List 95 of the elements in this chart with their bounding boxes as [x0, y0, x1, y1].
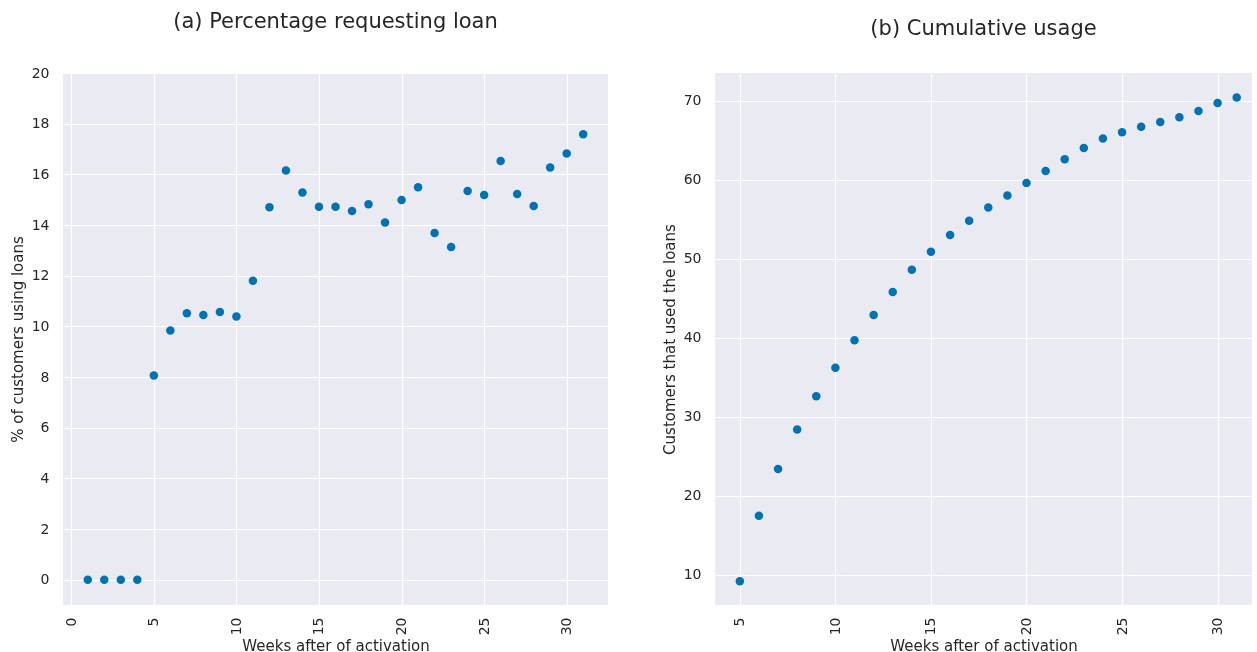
x-tick-label: 10 — [826, 617, 843, 636]
point — [199, 310, 208, 320]
y-tick-label: 14 — [31, 216, 50, 233]
point — [869, 310, 878, 320]
point — [1213, 98, 1222, 108]
y-tick-label: 20 — [683, 487, 702, 504]
point — [479, 190, 489, 200]
point — [812, 392, 821, 401]
x-tick-label: 25 — [475, 617, 492, 636]
x-axis-title: Weeks after of activation — [242, 637, 430, 652]
y-tick-label: 8 — [40, 368, 50, 385]
point — [347, 206, 357, 216]
point — [1060, 154, 1069, 164]
x-tick-label: 0 — [62, 617, 79, 627]
point — [281, 166, 291, 175]
point — [735, 577, 745, 586]
x-tick-label: 5 — [145, 617, 162, 627]
point — [1098, 134, 1108, 143]
point — [380, 218, 390, 227]
y-tick-label: 40 — [683, 329, 702, 346]
point — [331, 202, 340, 211]
point — [116, 575, 126, 584]
point — [888, 287, 897, 297]
point — [397, 195, 406, 205]
point — [298, 188, 307, 197]
point — [1175, 113, 1184, 122]
point — [754, 511, 764, 520]
point — [364, 199, 373, 209]
chart-title: (b) Cumulative usage — [870, 16, 1097, 40]
y-tick-label: 0 — [40, 571, 50, 588]
point — [578, 130, 588, 139]
point — [446, 242, 456, 252]
point — [945, 230, 955, 240]
y-axis-title: Customers that used the loans — [660, 223, 679, 455]
x-tick-label: 15 — [310, 617, 327, 636]
point — [133, 575, 142, 584]
point — [1156, 117, 1165, 127]
point — [984, 203, 993, 212]
point — [1232, 93, 1241, 102]
point — [773, 464, 783, 474]
point — [430, 228, 439, 238]
point — [232, 312, 241, 321]
point — [926, 247, 936, 256]
y-axis-title: % of customers using loans — [8, 236, 27, 443]
y-tick-label: 2 — [40, 520, 50, 537]
y-tick-label: 10 — [683, 566, 702, 583]
point — [964, 216, 974, 226]
point — [248, 276, 258, 285]
point — [413, 183, 423, 192]
y-tick-label: 60 — [683, 171, 702, 188]
point — [831, 363, 840, 373]
point — [496, 156, 505, 166]
x-tick-label: 30 — [558, 617, 575, 636]
point — [1136, 122, 1146, 131]
point — [83, 575, 93, 584]
x-tick-label: 10 — [227, 617, 244, 636]
point — [463, 186, 472, 196]
point — [512, 189, 522, 199]
y-tick-label: 20 — [31, 64, 50, 81]
point — [314, 202, 324, 211]
point — [1079, 143, 1089, 153]
point — [1117, 128, 1127, 137]
point — [100, 575, 109, 584]
point — [1003, 191, 1012, 200]
point — [850, 335, 859, 345]
point — [182, 308, 192, 318]
y-tick-label: 4 — [40, 469, 50, 486]
point — [166, 326, 175, 335]
point — [1194, 106, 1203, 116]
x-tick-label: 15 — [922, 617, 939, 636]
x-tick-label: 30 — [1209, 617, 1226, 636]
y-tick-label: 50 — [683, 250, 702, 267]
point — [1022, 178, 1031, 188]
x-axis-title: Weeks after of activation — [890, 637, 1078, 652]
point — [545, 163, 555, 172]
point — [265, 203, 274, 212]
y-tick-label: 6 — [40, 419, 50, 436]
point — [562, 149, 571, 158]
y-tick-label: 16 — [31, 165, 50, 182]
point — [1041, 166, 1050, 176]
point — [907, 265, 917, 275]
x-tick-label: 20 — [1018, 617, 1034, 636]
y-tick-label: 10 — [31, 317, 50, 334]
y-tick-label: 12 — [31, 267, 50, 284]
y-tick-label: 18 — [31, 115, 50, 132]
point — [529, 201, 538, 211]
y-tick-label: 70 — [683, 92, 702, 109]
y-tick-label: 30 — [683, 408, 702, 425]
point — [149, 371, 159, 380]
x-tick-label: 5 — [731, 617, 748, 627]
x-tick-label: 25 — [1113, 617, 1130, 636]
chart-title: (a) Percentage requesting loan — [173, 9, 498, 33]
x-tick-label: 20 — [393, 617, 410, 636]
point — [792, 425, 802, 434]
point — [215, 307, 225, 317]
